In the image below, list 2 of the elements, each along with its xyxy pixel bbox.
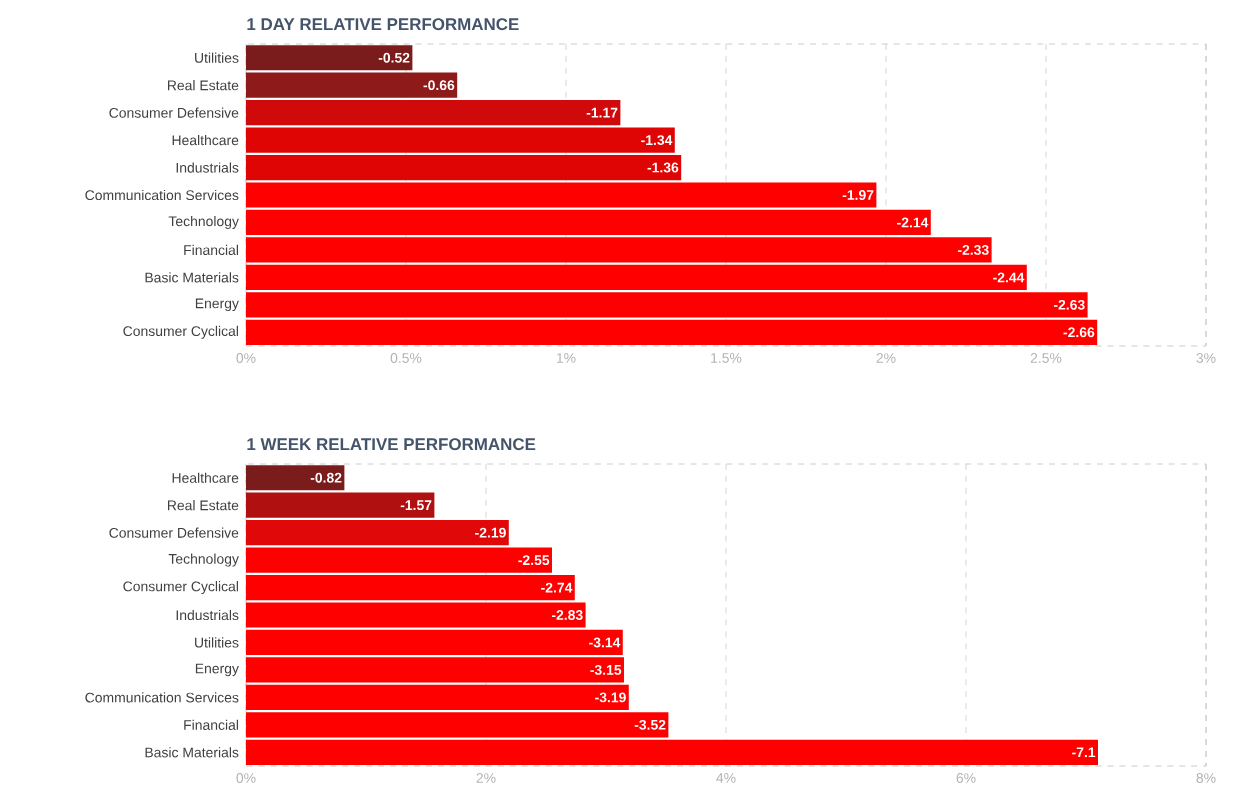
chart-title: 1 DAY RELATIVE PERFORMANCE [247,18,519,31]
chart-title: 1 WEEK RELATIVE PERFORMANCE [247,438,536,451]
